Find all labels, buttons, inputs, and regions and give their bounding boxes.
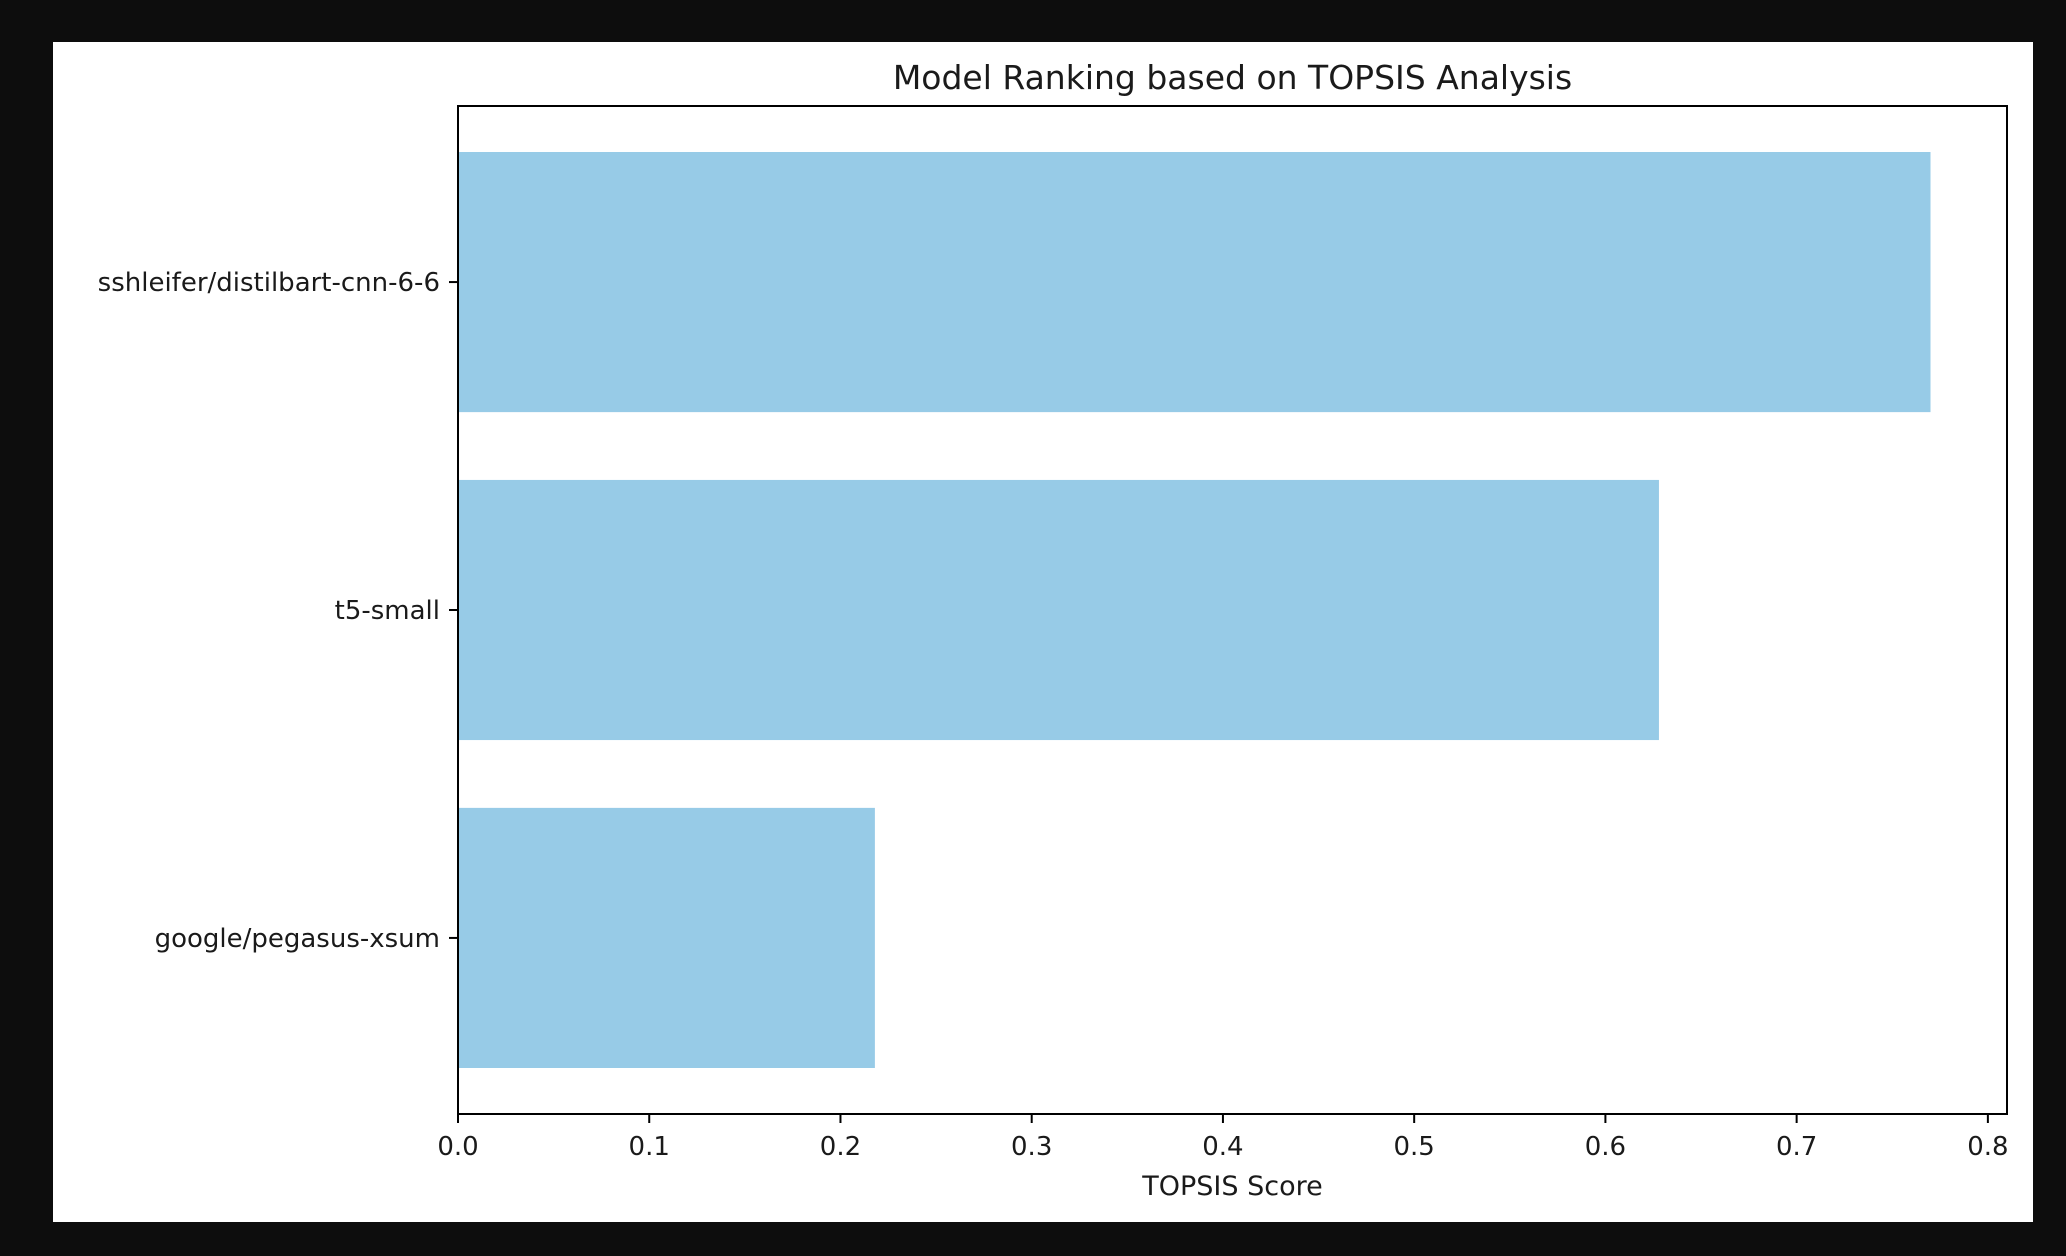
x-tick-label: 0.0 [437, 1132, 478, 1162]
chart-svg: Model Ranking based on TOPSIS Analysis T… [98, 58, 2009, 1202]
y-ticks-layer: sshleifer/distilbart-cnn-6-6 t5-small goog… [98, 268, 458, 954]
x-tick-label: 0.2 [820, 1132, 861, 1162]
x-tick-label: 0.5 [1393, 1132, 1434, 1162]
x-tick-label: 0.7 [1776, 1132, 1817, 1162]
x-tick-label: 0.6 [1585, 1132, 1626, 1162]
chart-figure: Model Ranking based on TOPSIS Analysis T… [53, 42, 2033, 1222]
y-tick-label: sshleifer/distilbart-cnn-6-6 [98, 268, 440, 298]
plot-frame [457, 105, 2008, 1115]
x-tick-label: 0.8 [1967, 1132, 2008, 1162]
bar [458, 479, 1659, 741]
x-ticks-layer: 0.0 0.1 0.2 0.3 0.4 0.5 0.6 0.7 0.8 [437, 1114, 2009, 1162]
y-tick-label: google/pegasus-xsum [155, 924, 440, 954]
bar [458, 807, 875, 1068]
bar [458, 152, 1931, 413]
x-axis-label: TOPSIS Score [1141, 1171, 1322, 1202]
x-tick-label: 0.3 [1011, 1132, 1052, 1162]
bars-layer [458, 152, 1931, 1068]
y-tick-label: t5-small [335, 596, 440, 626]
x-tick-label: 0.1 [629, 1132, 670, 1162]
x-tick-label: 0.4 [1202, 1132, 1243, 1162]
chart-title: Model Ranking based on TOPSIS Analysis [893, 58, 1572, 97]
